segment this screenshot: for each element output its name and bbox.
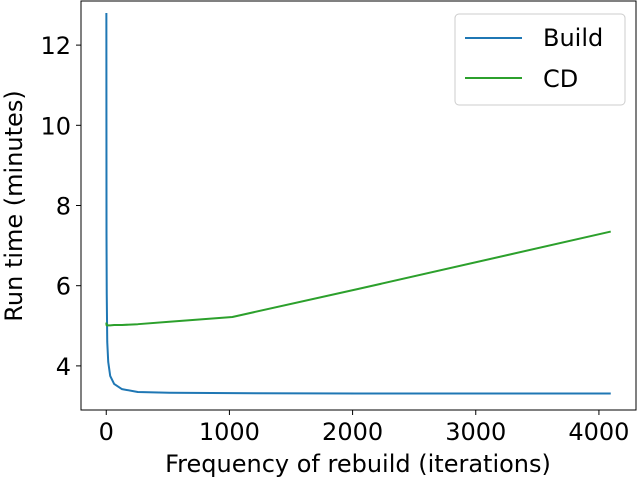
legend-box (454, 13, 626, 106)
x-axis-ticks: 0 1000 2000 3000 4000 (99, 410, 629, 446)
legend-label-build: Build (543, 24, 603, 52)
x-tick-label: 3000 (445, 418, 506, 446)
y-tick-label: 10 (40, 112, 71, 140)
y-tick-label: 4 (56, 353, 71, 381)
y-tick-label: 12 (40, 32, 71, 60)
x-tick-label: 4000 (568, 418, 629, 446)
legend-label-cd: CD (543, 65, 578, 93)
y-tick-label: 6 (56, 273, 71, 301)
x-tick-label: 0 (99, 418, 114, 446)
y-tick-label: 8 (56, 193, 71, 221)
y-axis-ticks: 4 6 8 10 12 (40, 32, 81, 381)
series-line-build (105, 13, 611, 395)
legend: Build CD (454, 13, 626, 106)
x-tick-label: 1000 (199, 418, 260, 446)
plot-lines (105, 13, 611, 395)
x-tick-label: 2000 (322, 418, 383, 446)
y-axis-label: Run time (minutes) (0, 90, 28, 321)
series-line-cd (105, 230, 611, 327)
x-axis-label: Frequency of rebuild (iterations) (165, 450, 551, 478)
